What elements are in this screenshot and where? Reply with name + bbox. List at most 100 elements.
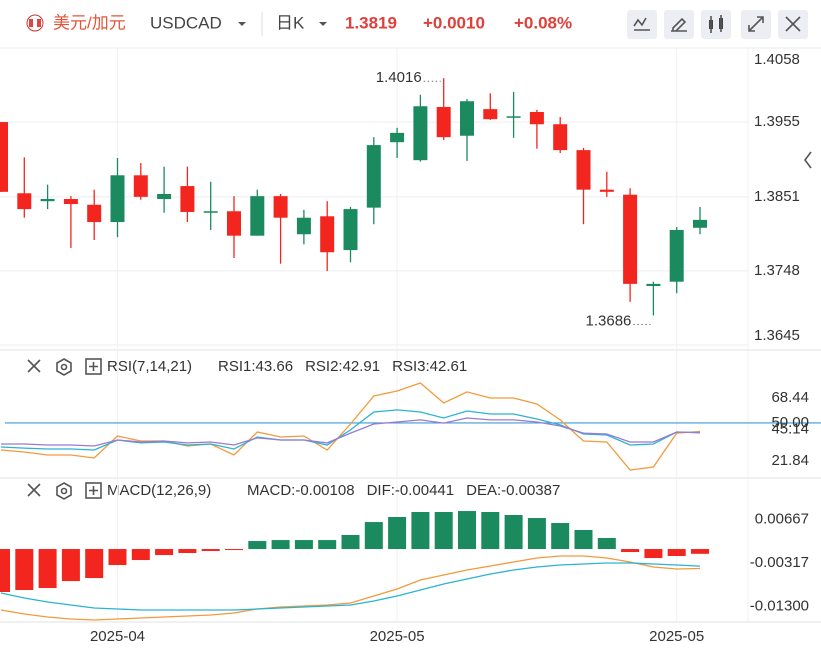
candle-body <box>63 199 78 205</box>
expand-icon[interactable] <box>85 482 102 499</box>
y-tick-label: 1.3851 <box>754 188 800 205</box>
y-tick-label: 1.3748 <box>754 262 800 279</box>
indicator-line <box>0 555 701 621</box>
period[interactable]: 日K <box>276 13 305 32</box>
y-tick-label: 68.44 <box>771 389 809 406</box>
histogram-bar <box>434 512 453 550</box>
chart-type-icon <box>709 18 723 29</box>
price-change: +0.0010 <box>423 13 485 32</box>
candle-body <box>390 132 405 143</box>
settings-icon[interactable] <box>56 482 72 500</box>
legend-entry: RSI2:42.91 <box>305 358 380 375</box>
symbol[interactable]: USDCAD <box>150 13 222 32</box>
price-marker: 1.3686 <box>586 312 632 329</box>
candle-body <box>180 186 195 212</box>
candle-body <box>646 283 661 287</box>
candle-body <box>623 194 638 284</box>
histogram-bar <box>271 540 290 550</box>
histogram-bar <box>388 517 407 550</box>
histogram-bar <box>108 549 127 566</box>
rsi-header: RSI(7,14,21) <box>27 358 192 376</box>
expand-icon[interactable] <box>85 358 102 375</box>
remove-icon[interactable] <box>27 483 41 497</box>
pair-name[interactable]: 美元/加元 <box>53 13 126 32</box>
histogram-bar <box>504 515 523 550</box>
candle-body <box>599 189 614 192</box>
flag-icon <box>33 18 37 28</box>
expand-icon <box>89 362 98 371</box>
y-tick-label: 1.3645 <box>754 327 800 344</box>
y-tick-label: -0.00317 <box>750 554 809 571</box>
candle-body <box>483 109 498 120</box>
candle-body <box>157 193 172 200</box>
histogram-bar <box>85 549 104 579</box>
candle-body <box>506 116 521 118</box>
histogram-bar <box>61 549 80 582</box>
candle-body <box>436 106 451 138</box>
histogram-bar <box>551 523 570 550</box>
dropdown-caret[interactable] <box>238 22 246 26</box>
indicator-line <box>0 562 701 611</box>
y-tick-label: 0.00667 <box>755 510 809 527</box>
histogram-bar <box>294 540 313 550</box>
candle-body <box>133 175 148 197</box>
histogram-bar <box>364 522 383 550</box>
candle-body <box>227 211 241 236</box>
collapse-arrow[interactable] <box>804 151 812 169</box>
legend-entry: DEA:-0.00387 <box>466 482 560 499</box>
candle-body <box>693 219 707 228</box>
legend-entry: DIF:-0.00441 <box>367 482 455 499</box>
candle-body <box>460 101 474 136</box>
price-marker: 1.4016 <box>376 69 422 86</box>
x-tick-label: 2025-05 <box>370 628 425 645</box>
indicator-icon <box>633 17 650 31</box>
histogram-bar <box>621 549 640 553</box>
candle-body <box>669 229 684 282</box>
y-tick-label: 1.4058 <box>754 51 800 68</box>
legend-entry: MACD:-0.00108 <box>247 482 355 499</box>
histogram-bar <box>597 538 616 550</box>
chart-type-icon <box>710 15 722 33</box>
histogram-bar <box>644 549 663 559</box>
histogram-bar <box>0 549 10 593</box>
settings-icon[interactable] <box>56 358 72 376</box>
candle-body <box>366 145 381 208</box>
histogram-bar <box>527 518 546 550</box>
histogram-bar <box>201 549 220 552</box>
candle-body <box>320 216 335 253</box>
y-tick-label: 45.14 <box>771 420 809 437</box>
dropdown-caret[interactable] <box>319 22 327 26</box>
histogram-bar <box>341 535 360 550</box>
candle-body <box>529 112 544 125</box>
candle-body <box>273 196 288 218</box>
histogram-bar <box>15 549 34 591</box>
close-icon <box>785 16 801 32</box>
histogram-bar <box>667 549 686 557</box>
histogram-bar <box>155 549 174 556</box>
last-price: 1.3819 <box>345 13 397 32</box>
settings-icon <box>60 487 68 495</box>
expand-icon <box>89 486 98 495</box>
candle-body <box>17 193 32 210</box>
settings-icon <box>60 363 68 371</box>
histogram-bar <box>131 549 150 561</box>
candle-body <box>296 217 311 235</box>
histogram-bar <box>225 549 243 551</box>
histogram-bar <box>691 549 709 554</box>
histogram-bar <box>458 511 476 550</box>
candle-body <box>110 175 125 223</box>
candle-body <box>413 106 428 161</box>
y-tick-label: 21.84 <box>771 452 809 469</box>
fullscreen-icon <box>748 16 764 32</box>
indicator-line <box>0 382 701 471</box>
chart-type-button[interactable] <box>701 10 731 39</box>
macd-header: MACD(12,26,9) <box>27 482 211 500</box>
draw-icon <box>671 17 687 32</box>
indicator-line <box>1 417 701 447</box>
candle-body <box>553 124 568 151</box>
indicator-title: MACD(12,26,9) <box>107 482 211 499</box>
draw-button[interactable] <box>664 10 694 39</box>
remove-icon[interactable] <box>27 359 41 373</box>
header: 美元/加元 USDCAD 日K 1.3819 +0.0010 +0.08% <box>26 10 808 39</box>
